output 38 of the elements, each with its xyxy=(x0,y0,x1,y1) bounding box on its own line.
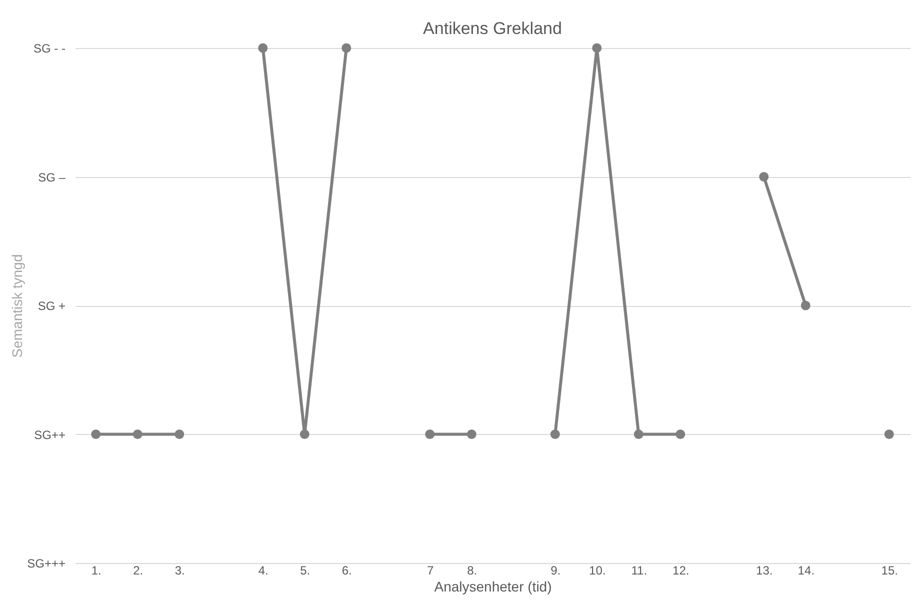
point xyxy=(800,300,810,310)
x-tick-label: 4. xyxy=(258,564,268,578)
x-tick-label: 14. xyxy=(798,564,814,578)
category-label: SG+++ xyxy=(27,556,66,570)
point xyxy=(676,430,686,439)
x-tick-label: 5. xyxy=(300,564,310,578)
x-tick-label: 10. xyxy=(589,564,606,578)
category-label: SG++ xyxy=(34,428,66,442)
x-tick-label: 11. xyxy=(631,564,648,578)
chart-title: Antikens Grekland xyxy=(423,19,562,38)
x-tick-label: 1. xyxy=(91,564,102,578)
point xyxy=(466,430,476,439)
x-tick-label: 8. xyxy=(467,564,478,578)
point xyxy=(300,430,310,439)
x-tick-label: 6. xyxy=(342,564,352,578)
x-tick-label: 15. xyxy=(881,564,898,578)
x-tick-label: 13. xyxy=(756,564,773,578)
x-axis-title: Analysenheter (tid) xyxy=(434,578,552,594)
point xyxy=(592,43,602,53)
x-tick-label: 2. xyxy=(133,564,144,578)
x-tick-label: 9. xyxy=(550,564,561,578)
category-label: SG – xyxy=(38,170,66,184)
x-tick-label: 3. xyxy=(174,564,185,578)
category-label: SG + xyxy=(38,299,66,313)
point xyxy=(174,430,184,439)
y-axis-title: Semantisk tyngd xyxy=(9,254,26,358)
point xyxy=(759,172,769,182)
point xyxy=(91,430,101,439)
category-label: SG - - xyxy=(34,42,66,56)
point xyxy=(634,430,644,439)
point xyxy=(132,430,142,439)
x-tick-label: 7 xyxy=(427,564,434,578)
point xyxy=(258,43,268,53)
point xyxy=(550,430,560,439)
point xyxy=(425,430,435,439)
point xyxy=(342,43,352,53)
point xyxy=(884,430,894,439)
x-tick-label: 12. xyxy=(672,564,690,578)
